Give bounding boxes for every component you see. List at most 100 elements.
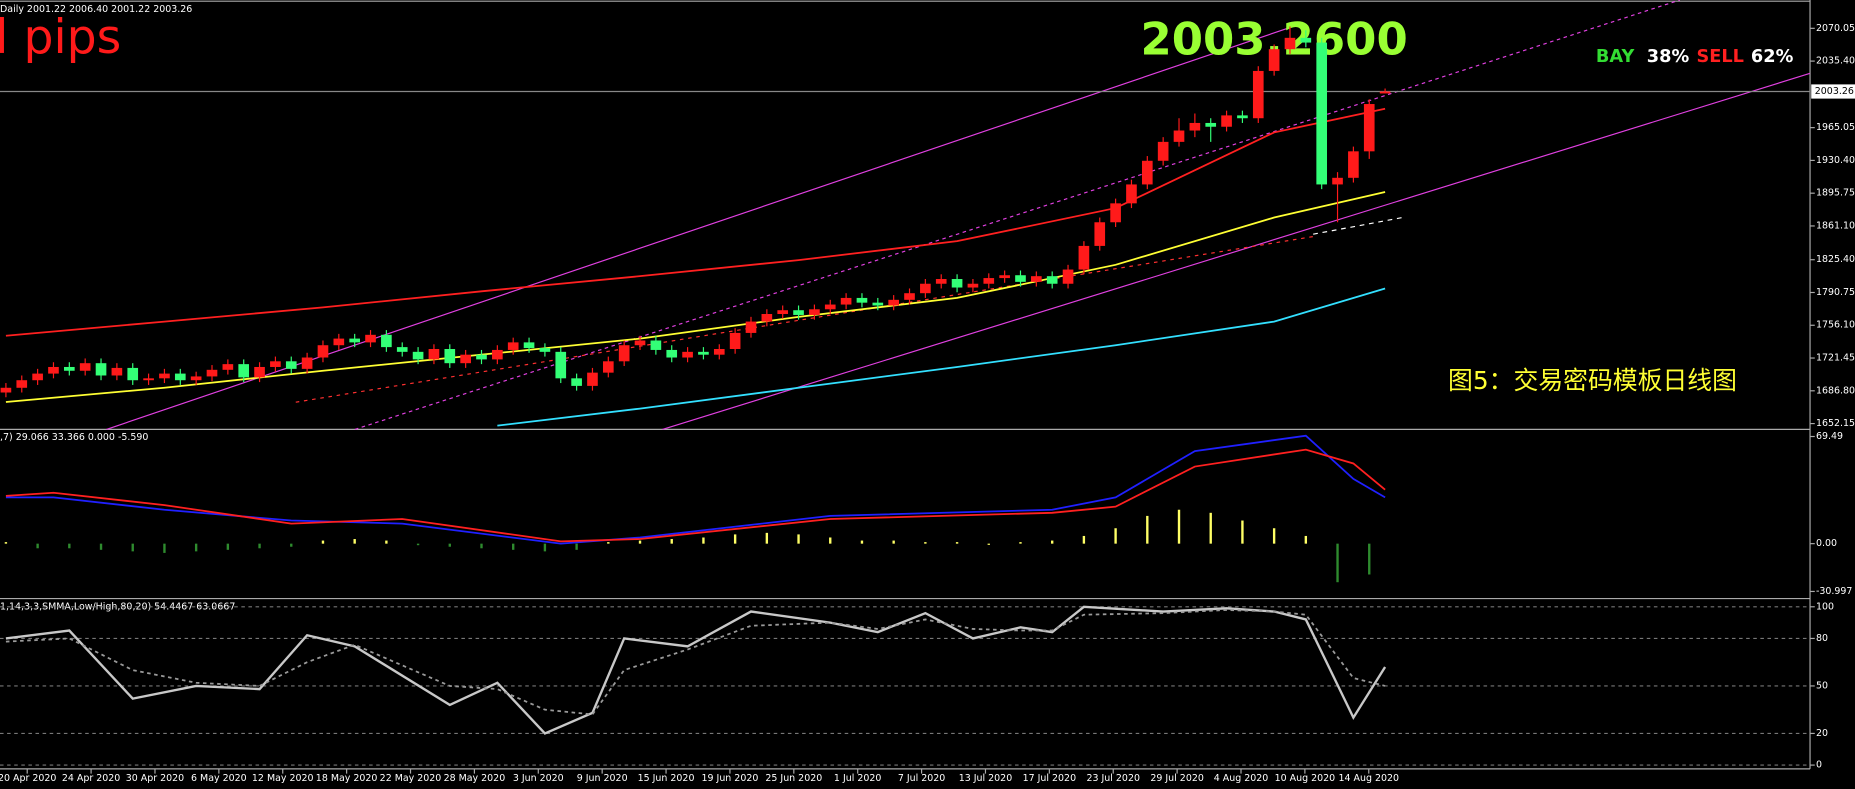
x-tick-label: 19 Jun 2020	[701, 773, 758, 784]
candle-body	[127, 367, 139, 381]
candle-body	[888, 299, 899, 306]
channel-mid	[354, 0, 1681, 430]
candle-body	[222, 364, 234, 370]
histogram-bar	[1368, 543, 1371, 575]
candle-body	[920, 283, 931, 294]
x-tick-label: 15 Jun 2020	[638, 773, 695, 784]
candle-body	[1363, 104, 1375, 152]
histogram-bar	[1272, 528, 1276, 544]
candle-body	[238, 364, 250, 378]
x-tick-label: 9 Jun 2020	[577, 773, 628, 784]
histogram-bar	[1209, 512, 1212, 544]
y-tick-label: 1721.45	[1816, 353, 1855, 364]
candle-body	[539, 348, 551, 352]
candle-body	[1379, 91, 1391, 94]
x-tick-label: 23 Jul 2020	[1086, 773, 1140, 784]
histogram-bar	[924, 542, 927, 544]
candle-body	[745, 321, 757, 333]
candle-body	[872, 302, 884, 306]
histogram-bar	[99, 543, 103, 550]
candle-body	[95, 363, 107, 376]
candle-body	[587, 372, 598, 386]
support-dotted	[295, 235, 1314, 403]
candle-body	[64, 366, 75, 371]
candle-body	[254, 366, 265, 378]
candle-body	[1189, 122, 1201, 131]
candle-body	[381, 334, 392, 348]
y-tick-label: 1652.15	[1816, 418, 1855, 429]
candle-body	[904, 293, 915, 300]
candle-body	[428, 349, 440, 360]
candle-body	[317, 345, 329, 358]
y-tick-label: 1825.40	[1816, 254, 1855, 265]
histogram-bar	[733, 534, 737, 544]
candle-body	[460, 354, 471, 364]
stoch-header: 1,14,3,3,SMMA,Low/High,80,20) 54.4467 63…	[0, 601, 235, 612]
candle-body	[1046, 276, 1058, 284]
candle-body	[983, 278, 995, 284]
y-tick-label: 1861.10	[1816, 220, 1855, 231]
x-tick-label: 3 Jun 2020	[513, 773, 564, 784]
y-tick-label: 1895.75	[1816, 188, 1855, 199]
candle-body	[0, 387, 12, 393]
histogram-bar	[353, 539, 356, 544]
sell-percent: 62%	[1751, 47, 1794, 67]
candle-body	[476, 354, 487, 360]
macd-header: ,7) 29.066 33.366 0.000 -5.590	[0, 432, 148, 443]
indicator-line	[5, 609, 1386, 716]
x-tick-label: 20 Apr 2020	[0, 773, 56, 784]
candle-body	[492, 349, 503, 360]
histogram-bar	[163, 543, 166, 553]
x-tick-label: 30 Apr 2020	[126, 773, 184, 784]
candle-body	[713, 349, 725, 355]
candle-body	[206, 369, 218, 377]
histogram-bar	[480, 543, 483, 549]
candle-body	[444, 349, 456, 364]
candle-body	[856, 297, 868, 303]
candle-body	[159, 373, 170, 379]
candle-body	[729, 332, 741, 350]
candle-body	[761, 314, 773, 322]
x-tick-label: 7 Jul 2020	[898, 773, 946, 784]
y-tick-label: 2035.40	[1816, 56, 1855, 67]
caption: 图5：交易密码模板日线图	[1448, 366, 1737, 395]
histogram-bar	[1146, 515, 1149, 544]
y-tick-label: 69.49	[1816, 431, 1843, 442]
y-tick-label: 20	[1816, 728, 1828, 739]
histogram-bar	[670, 539, 673, 544]
histogram-bar	[258, 543, 261, 549]
candle-body	[1126, 184, 1137, 204]
pips-label: l pips	[0, 10, 121, 65]
candle-body	[396, 347, 408, 352]
candle-body	[301, 357, 313, 369]
histogram-bar	[1051, 540, 1054, 544]
y-tick-label: 0	[1816, 760, 1822, 771]
candle-body	[285, 361, 297, 369]
candle-body	[618, 345, 630, 362]
histogram-bar	[1177, 509, 1181, 544]
x-tick-label: 14 Aug 2020	[1338, 773, 1399, 784]
histogram-bar	[512, 543, 515, 550]
candle-body	[1316, 42, 1328, 185]
histogram-bar	[1304, 535, 1308, 544]
histogram-bar	[1336, 543, 1339, 583]
histogram-bar	[797, 534, 800, 544]
candle-body	[1284, 37, 1296, 50]
x-tick-label: 24 Apr 2020	[62, 773, 120, 784]
candle-body	[1157, 141, 1169, 161]
candle-body	[1300, 37, 1312, 43]
bay-label: BAY	[1596, 47, 1636, 67]
candle-body	[951, 279, 963, 288]
candle-body	[1268, 49, 1280, 71]
y-tick-label: 50	[1816, 680, 1828, 691]
x-tick-label: 22 May 2020	[380, 773, 442, 784]
candle-body	[174, 373, 186, 381]
candle-body	[523, 342, 535, 349]
x-tick-label: 18 May 2020	[316, 773, 378, 784]
candle-body	[507, 342, 519, 350]
histogram-bar	[1019, 542, 1022, 544]
candle-body	[650, 340, 662, 350]
histogram-bar	[68, 543, 71, 549]
